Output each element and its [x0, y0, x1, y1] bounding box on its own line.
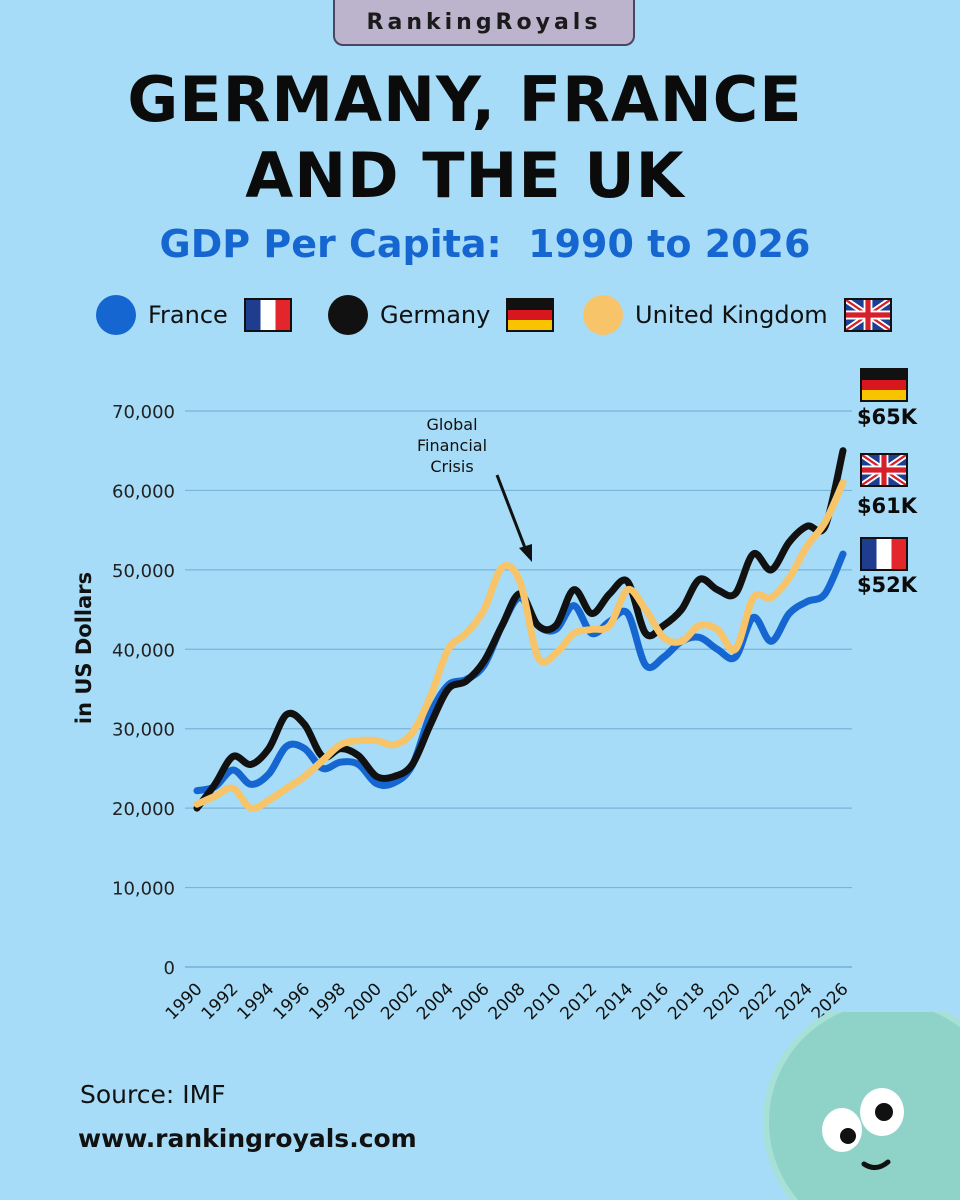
annotation-line-2: Financial — [417, 436, 487, 455]
brand-badge: RankingRoyals — [333, 0, 635, 46]
x-tick-label: 2016 — [628, 979, 673, 1024]
x-tick-label: 2020 — [700, 979, 745, 1024]
x-tick-label: 1990 — [162, 979, 207, 1024]
series-line-united-kingdom — [193, 479, 847, 812]
x-tick-label: 2018 — [664, 979, 709, 1024]
legend-item-germany: Germany — [328, 294, 555, 336]
title-line-2: AND THE UK — [245, 139, 685, 212]
france-end-label: $52K — [856, 573, 918, 597]
annotation-arrow — [495, 474, 529, 554]
x-tick-label: 1994 — [234, 979, 279, 1024]
x-tick-label: 1992 — [198, 979, 243, 1024]
x-tick-label: 2010 — [521, 979, 566, 1024]
x-tick-label: 2004 — [413, 979, 458, 1024]
legend-item-uk: United Kingdom — [583, 294, 892, 336]
chart-subtitle: GDP Per Capita: 1990 to 2026 — [159, 222, 811, 266]
uk-legend-dot — [583, 295, 623, 335]
series-line-france — [193, 550, 847, 795]
x-tick-label: 2012 — [557, 979, 602, 1024]
source-note: Source: IMF — [80, 1080, 226, 1109]
y-tick-label: 40,000 — [112, 640, 175, 661]
legend-item-france: France — [96, 294, 292, 336]
legend-label-uk: United Kingdom — [635, 301, 828, 329]
germany-flag-icon — [506, 298, 555, 332]
x-tick-label: 2006 — [449, 979, 494, 1024]
y-tick-label: 50,000 — [112, 561, 175, 582]
annotation-line-3: Crisis — [430, 457, 473, 476]
x-tick-label: 1996 — [269, 979, 314, 1024]
x-tick-label: 1998 — [305, 979, 350, 1024]
france-end-flag-icon — [860, 537, 908, 571]
y-tick-label: 70,000 — [112, 402, 175, 423]
title-line-1: GERMANY, FRANCE — [127, 63, 803, 136]
germany-end-label: $65K — [856, 405, 918, 429]
france-legend-dot — [96, 295, 136, 335]
legend-label-germany: Germany — [380, 301, 491, 329]
germany-end-flag-icon — [860, 368, 908, 402]
uk-end-flag-icon — [860, 453, 908, 487]
x-tick-label: 2002 — [377, 979, 422, 1024]
x-tick-label: 2014 — [592, 979, 637, 1024]
y-tick-label: 0 — [164, 958, 175, 979]
y-tick-label: 30,000 — [112, 720, 175, 741]
gfc-annotation: Global Financial Crisis — [417, 415, 532, 562]
germany-legend-dot — [328, 295, 368, 335]
x-tick-label: 2008 — [485, 979, 530, 1024]
x-tick-label: 2000 — [341, 979, 386, 1024]
y-tick-label: 10,000 — [112, 879, 175, 900]
legend-label-france: France — [148, 301, 228, 329]
france-flag-icon — [243, 298, 292, 332]
website-link[interactable]: www.rankingroyals.com — [78, 1124, 417, 1153]
uk-flag-icon — [843, 298, 892, 332]
uk-end-label: $61K — [856, 494, 918, 518]
mascot-icon — [760, 1012, 960, 1200]
annotation-arrowhead — [519, 544, 532, 562]
annotation-line-1: Global — [426, 415, 477, 434]
y-tick-label: 20,000 — [112, 799, 175, 820]
page-title: GERMANY, FRANCE AND THE UK — [0, 62, 930, 214]
y-tick-label: 60,000 — [112, 481, 175, 502]
